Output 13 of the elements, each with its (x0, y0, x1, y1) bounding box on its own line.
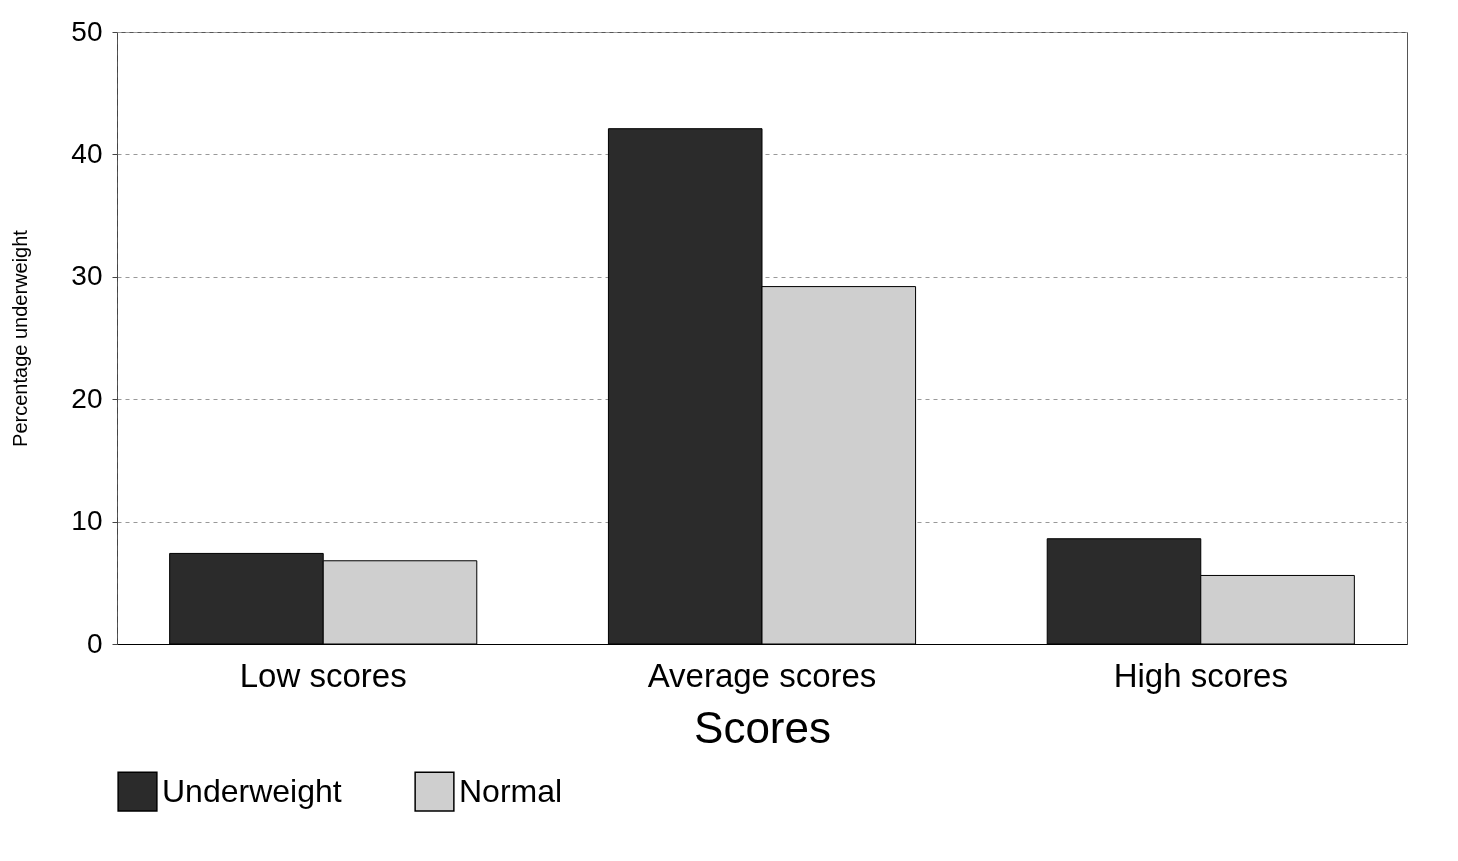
x-axis-title: Scores (694, 702, 831, 752)
y-tick-label: 10 (71, 505, 103, 537)
y-tick-label: 50 (71, 15, 103, 47)
y-axis-title: Percentage underweight (9, 229, 32, 447)
y-tick-label: 30 (71, 260, 103, 292)
legend-label: Underweight (162, 772, 342, 809)
y-tick-label: 40 (71, 137, 103, 169)
y-tick-label: 20 (71, 382, 103, 414)
y-tick-label: 0 (86, 627, 103, 659)
x-tick-label: Low scores (239, 656, 407, 694)
x-tick-label: High scores (1113, 656, 1288, 694)
x-tick-label: Average scores (647, 656, 877, 694)
legend-label: Normal (459, 772, 563, 809)
